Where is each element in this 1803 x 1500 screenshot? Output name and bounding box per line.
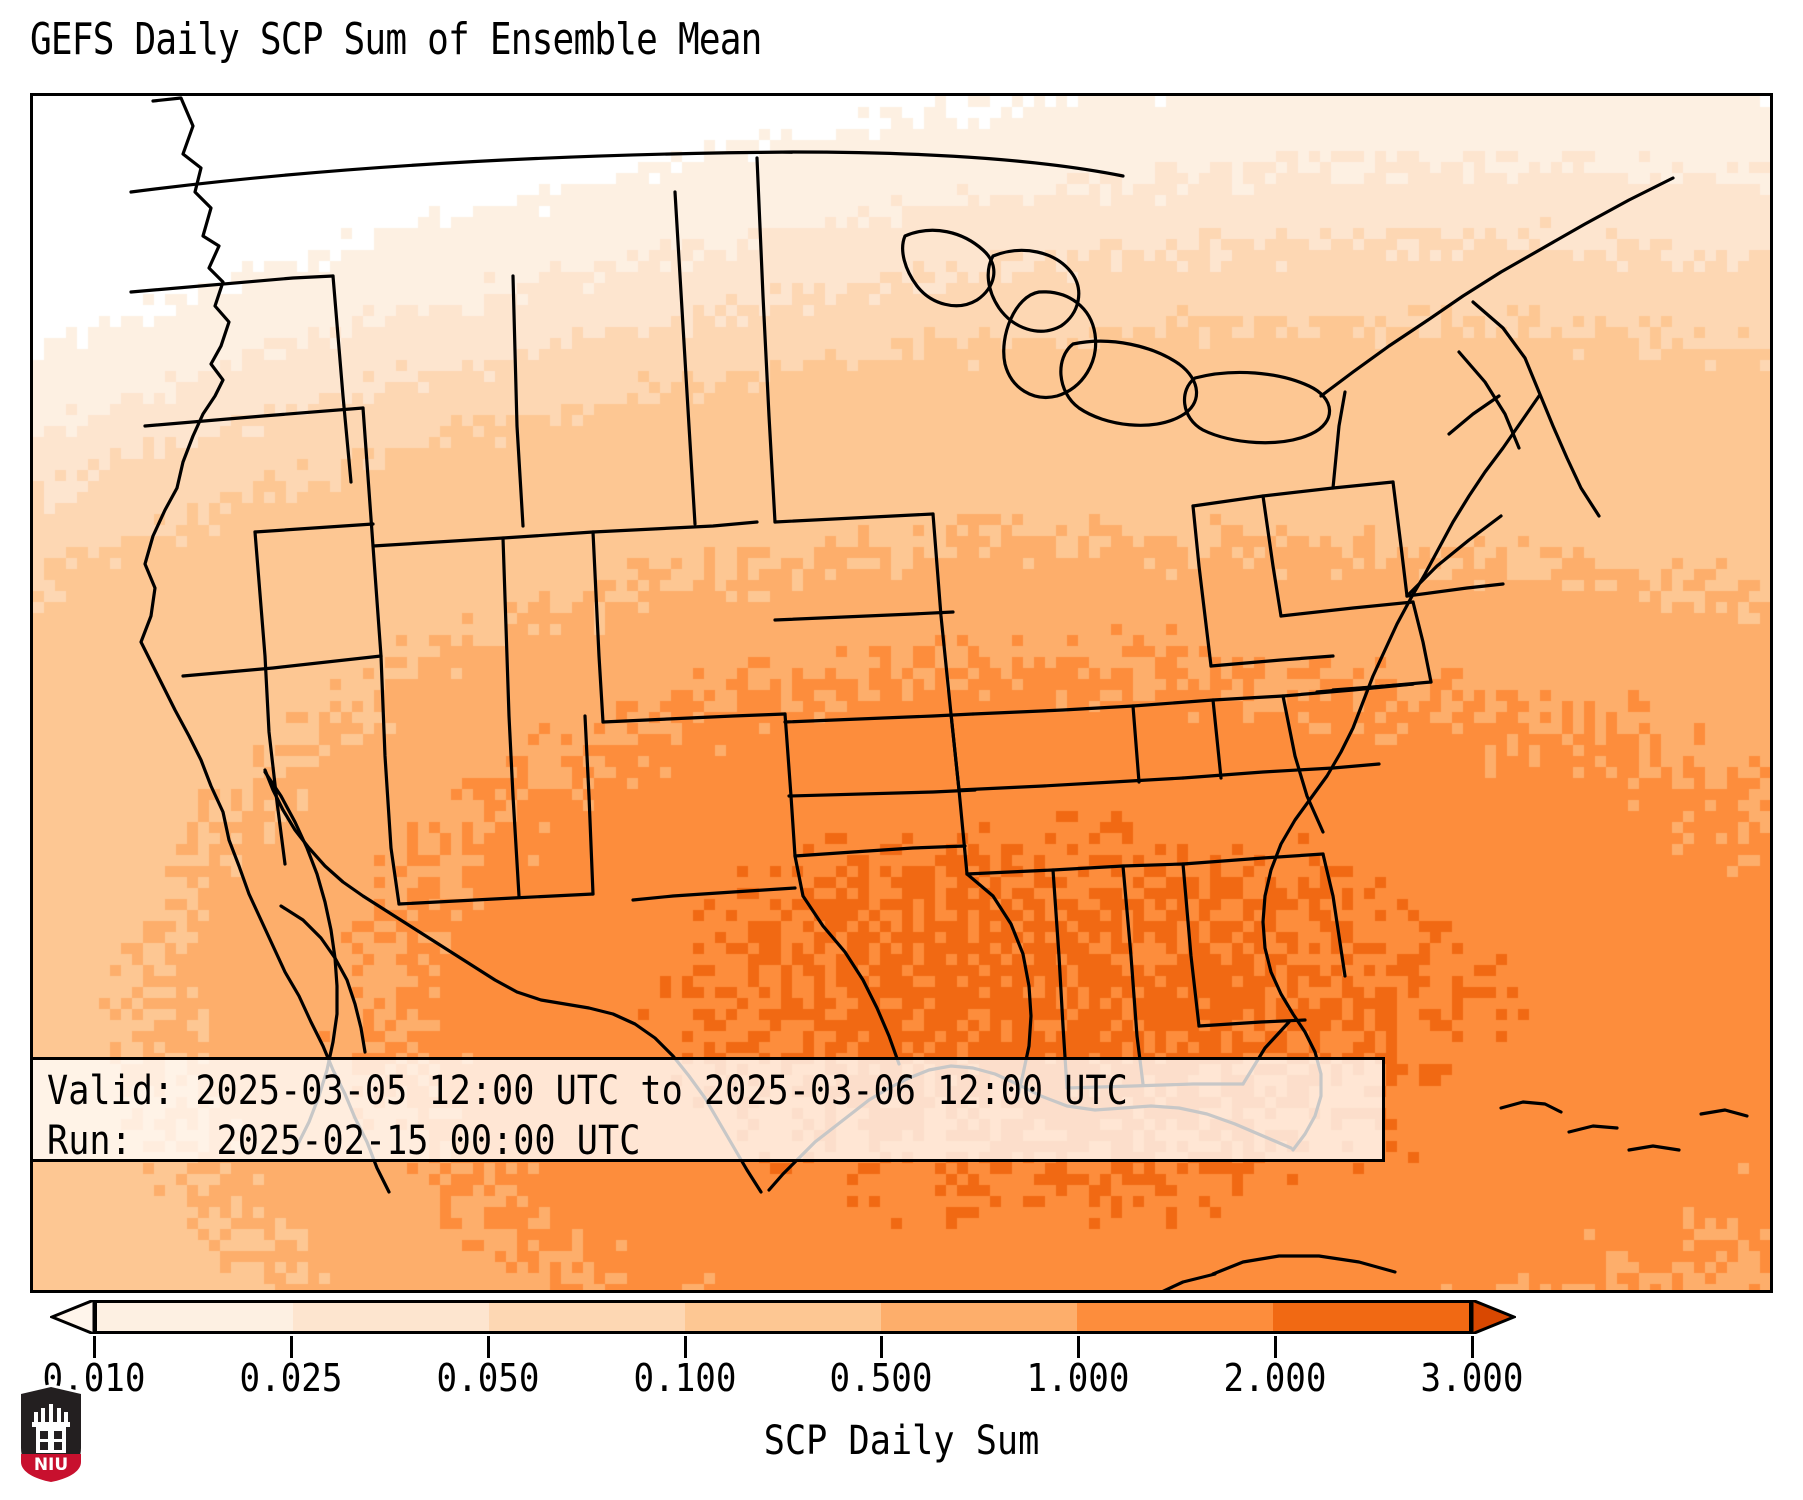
colorbar-tick-label-2: 0.050 <box>436 1356 540 1400</box>
colorbar-tick-label-6: 2.000 <box>1223 1356 1327 1400</box>
colorbar-band-0 <box>97 1303 293 1331</box>
forecast-info-box: Valid: 2025-03-05 12:00 UTC to 2025-03-0… <box>30 1057 1385 1164</box>
colorbar-tick-label-7: 3.000 <box>1420 1356 1524 1400</box>
colorbar-ticks <box>0 1336 1803 1358</box>
run-time-line: Run: 2025-02-15 00:00 UTC <box>47 1118 641 1164</box>
colorbar-bands <box>94 1300 1472 1334</box>
svg-text:NIU: NIU <box>34 1455 68 1475</box>
colorbar: 0.010 0.025 0.050 0.100 0.500 1.000 2.000 3.000 <box>0 1296 1803 1416</box>
colorbar-tick-3 <box>683 1336 687 1358</box>
colorbar-band-2 <box>489 1303 685 1331</box>
colorbar-band-6 <box>1273 1303 1469 1331</box>
colorbar-tick-label-5: 1.000 <box>1026 1356 1130 1400</box>
colorbar-tick-6 <box>1274 1336 1278 1358</box>
colorbar-tick-1 <box>289 1336 293 1358</box>
page-title: GEFS Daily SCP Sum of Ensemble Mean <box>30 14 762 65</box>
colorbar-tick-4 <box>880 1336 884 1358</box>
colorbar-tick-2 <box>486 1336 490 1358</box>
colorbar-tick-label-4: 0.500 <box>829 1356 933 1400</box>
colorbar-tick-0 <box>93 1336 96 1358</box>
colorbar-tick-label-1: 0.025 <box>239 1356 343 1400</box>
colorbar-band-3 <box>685 1303 881 1331</box>
colorbar-extend-max-arrow <box>1472 1300 1516 1334</box>
colorbar-tick-7 <box>1471 1336 1474 1358</box>
colorbar-tick-5 <box>1077 1336 1081 1358</box>
niu-logo: NIU <box>18 1384 84 1484</box>
colorbar-axis-label: SCP Daily Sum <box>0 1418 1803 1464</box>
colorbar-band-4 <box>881 1303 1077 1331</box>
colorbar-extend-min-arrow <box>50 1300 94 1334</box>
colorbar-band-1 <box>293 1303 489 1331</box>
colorbar-tick-labels: 0.010 0.025 0.050 0.100 0.500 1.000 2.000 3.000 <box>0 1356 1803 1406</box>
colorbar-band-5 <box>1077 1303 1273 1331</box>
valid-time-line: Valid: 2025-03-05 12:00 UTC to 2025-03-0… <box>47 1068 1128 1114</box>
colorbar-tick-label-3: 0.100 <box>633 1356 737 1400</box>
colorbar-axis-label-text: SCP Daily Sum <box>763 1418 1040 1464</box>
